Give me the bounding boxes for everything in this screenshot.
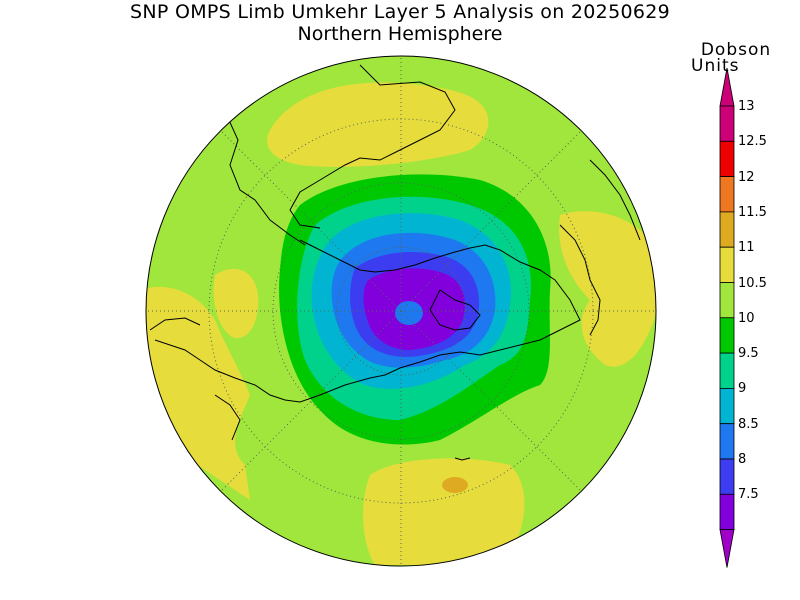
units-line-2: Units bbox=[691, 56, 740, 76]
colorbar-swatch-8 bbox=[719, 458, 735, 495]
colorbar-swatch-13 bbox=[719, 105, 735, 142]
colorbar-swatch-10 bbox=[719, 317, 735, 354]
colorbar-tick-label: 9.5 bbox=[738, 346, 759, 362]
colorbar-tick-label: 7.5 bbox=[738, 487, 759, 503]
hemisphere-outline bbox=[145, 55, 657, 567]
colorbar-swatch-10.5 bbox=[719, 282, 735, 319]
colorbar-swatch-11.5 bbox=[719, 211, 735, 248]
colorbar bbox=[719, 67, 735, 568]
colorbar-tick-label: 8 bbox=[738, 452, 747, 467]
colorbar-swatch-8.5 bbox=[719, 423, 735, 460]
graticule bbox=[146, 56, 656, 566]
contour-11-south bbox=[363, 458, 525, 565]
coastlines bbox=[149, 64, 641, 461]
colorbar-tick-label: 12 bbox=[738, 169, 755, 185]
contour-11-west bbox=[146, 286, 250, 500]
contour-11-west-blob bbox=[213, 268, 259, 339]
colorbar-units: Dobson Units bbox=[686, 40, 786, 76]
colorbar-swatch-9 bbox=[719, 387, 735, 425]
colorbar-swatch-11 bbox=[719, 246, 735, 283]
colorbar-swatch-12.5 bbox=[719, 140, 735, 178]
colorbar-tick-label: 8.5 bbox=[738, 416, 759, 432]
vortex-center-pocket bbox=[395, 301, 423, 325]
colorbar-bottom-arrow bbox=[719, 529, 735, 568]
map-title: SNP OMPS Limb Umkehr Layer 5 Analysis on… bbox=[129, 1, 671, 23]
colorbar-tick-label: 11 bbox=[738, 240, 755, 256]
contour-11-north bbox=[267, 82, 489, 167]
colorbar-tick-label: 11.5 bbox=[738, 204, 767, 220]
colorbar-tick-label: 10 bbox=[738, 310, 755, 326]
map-subtitle: Northern Hemisphere bbox=[297, 23, 503, 45]
colorbar-tick-label: 10.5 bbox=[738, 275, 767, 291]
colorbar-swatch-12 bbox=[719, 176, 735, 213]
units-line-1: Dobson bbox=[700, 40, 772, 60]
colorbar-tick-label: 12.5 bbox=[738, 134, 767, 150]
colorbar-swatch-9.5 bbox=[719, 352, 735, 389]
contour-11.5-south bbox=[442, 477, 468, 493]
colorbar-tick-label: 9 bbox=[738, 381, 747, 397]
ozone-field bbox=[146, 56, 656, 566]
colorbar-tick-label: 13 bbox=[738, 99, 755, 114]
contour-11-east bbox=[559, 211, 656, 367]
colorbar-swatch-7.5 bbox=[719, 493, 735, 530]
